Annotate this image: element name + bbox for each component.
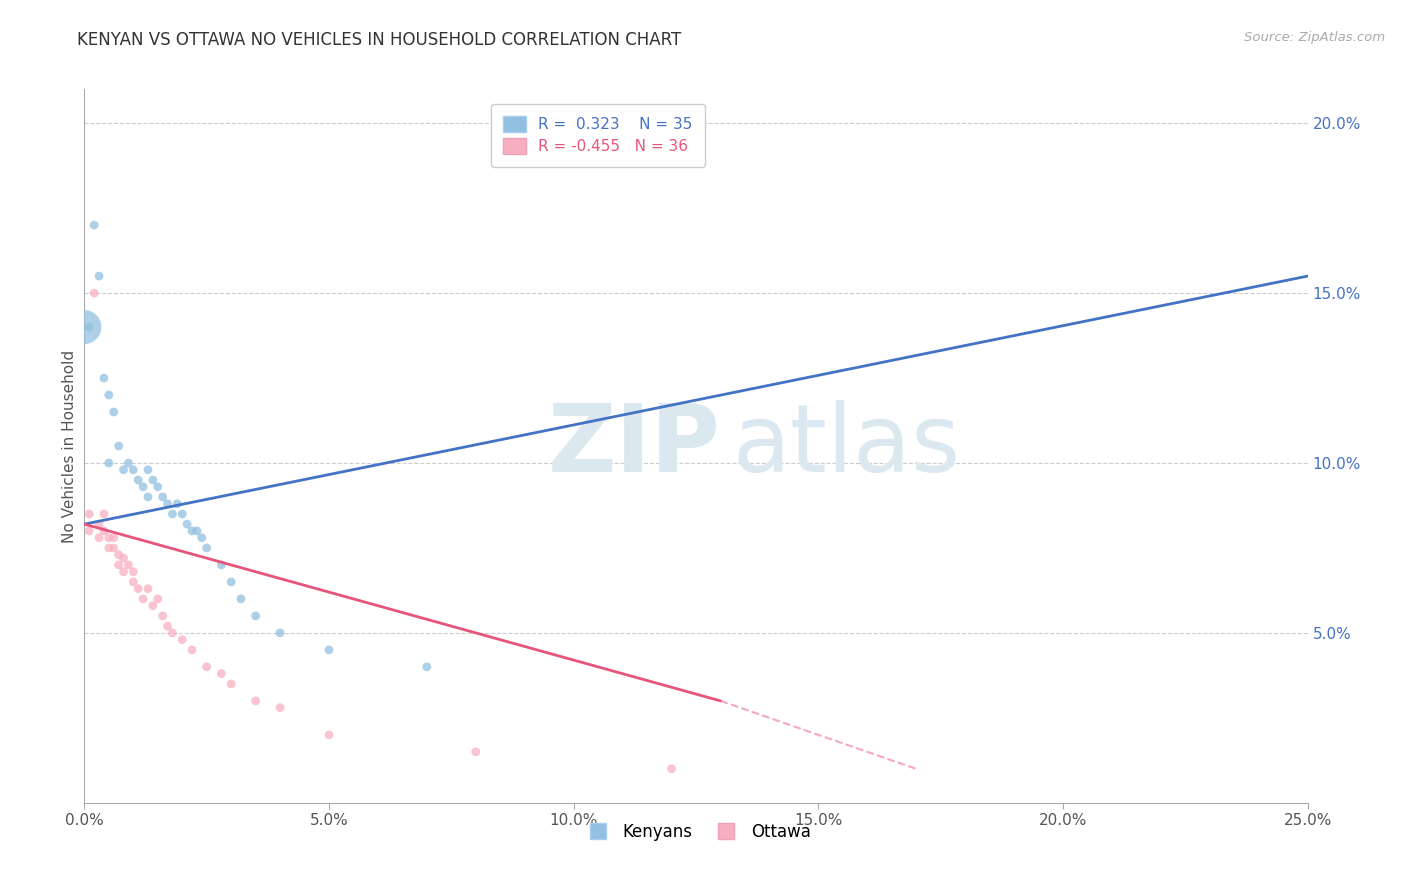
Point (172, 632, 194, 647)
Point (269, 626, 291, 640)
Point (142, 599, 165, 613)
Point (83, 218, 105, 232)
Point (127, 582, 149, 596)
Point (112, 565, 135, 579)
Point (219, 677, 242, 691)
Point (87, 517, 110, 532)
Point (219, 574, 242, 589)
Point (117, 558, 139, 572)
Point (136, 490, 159, 504)
Point (142, 473, 165, 487)
Point (122, 574, 145, 589)
Text: ZIP: ZIP (547, 400, 720, 492)
Point (93, 371, 115, 385)
Point (172, 507, 194, 521)
Legend: Kenyans, Ottawa: Kenyans, Ottawa (575, 817, 817, 848)
Point (112, 463, 135, 477)
Point (186, 524, 208, 538)
Point (146, 591, 169, 606)
Point (229, 591, 252, 606)
Point (162, 626, 184, 640)
Point (464, 745, 486, 759)
Point (209, 558, 232, 572)
Point (152, 608, 174, 623)
Point (136, 582, 159, 596)
Point (181, 643, 204, 657)
Point (97, 531, 120, 545)
Point (107, 439, 129, 453)
Point (156, 619, 179, 633)
Point (209, 666, 232, 681)
Point (176, 517, 198, 532)
Point (97, 541, 120, 555)
Point (152, 490, 174, 504)
Point (103, 541, 125, 555)
Point (87, 531, 110, 545)
Point (87, 269, 110, 284)
Y-axis label: No Vehicles in Household: No Vehicles in Household (62, 350, 77, 542)
Text: KENYAN VS OTTAWA NO VEHICLES IN HOUSEHOLD CORRELATION CHART: KENYAN VS OTTAWA NO VEHICLES IN HOUSEHOL… (77, 31, 682, 49)
Point (162, 507, 184, 521)
Point (117, 456, 139, 470)
Point (132, 591, 155, 606)
Point (136, 463, 159, 477)
Point (103, 531, 125, 545)
Point (83, 286, 105, 301)
Point (245, 694, 267, 708)
Point (122, 463, 145, 477)
Point (93, 507, 115, 521)
Point (73, 320, 96, 334)
Point (93, 524, 115, 538)
Text: atlas: atlas (733, 400, 960, 492)
Point (195, 660, 218, 674)
Point (181, 524, 204, 538)
Point (127, 473, 149, 487)
Text: Source: ZipAtlas.com: Source: ZipAtlas.com (1244, 31, 1385, 45)
Point (103, 405, 125, 419)
Point (416, 660, 439, 674)
Point (112, 551, 135, 566)
Point (107, 558, 129, 572)
Point (77, 320, 100, 334)
Point (156, 497, 179, 511)
Point (97, 388, 120, 402)
Point (245, 608, 267, 623)
Point (132, 480, 155, 494)
Point (195, 541, 218, 555)
Point (77, 524, 100, 538)
Point (97, 456, 120, 470)
Point (269, 700, 291, 714)
Point (107, 548, 129, 562)
Point (77, 507, 100, 521)
Point (318, 728, 340, 742)
Point (191, 531, 214, 545)
Point (166, 497, 188, 511)
Point (661, 762, 683, 776)
Point (146, 480, 169, 494)
Point (318, 643, 340, 657)
Point (122, 565, 145, 579)
